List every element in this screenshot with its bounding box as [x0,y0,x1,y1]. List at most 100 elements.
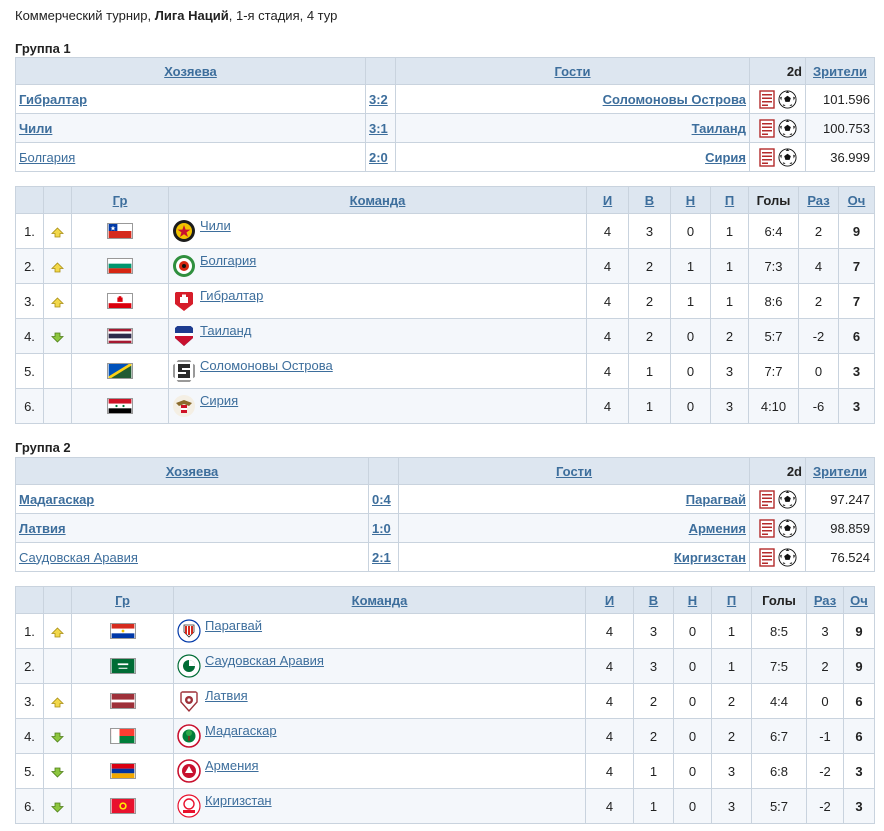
match-row: Гибралтар 3:2 Соломоновы Острова 101.596 [15,84,875,114]
won-header[interactable]: В [628,186,671,214]
team-cell: Киргизстан [173,788,586,824]
diff-header[interactable]: Раз [806,586,844,614]
standings-header: Гр Команда И В Н П Голы Раз Оч [15,586,875,614]
goals-value: 7:7 [748,353,799,389]
team-link[interactable]: Киргизстан [205,792,272,808]
match-ball-icon[interactable] [777,147,797,167]
won-value: 2 [628,283,671,319]
goals-value: 8:6 [748,283,799,319]
match-report-icon[interactable] [758,547,775,567]
group-2-matches-table: Хозяева Гости 2d Зрители Мадагаскар 0:4 … [15,457,875,572]
flag-gibraltar-icon [107,293,133,310]
points-header[interactable]: Оч [843,586,875,614]
match-report-icon[interactable] [758,118,775,138]
team-cell: Таиланд [168,318,587,354]
qualify-down-icon [51,767,64,778]
home-team[interactable]: Болгария [15,142,366,172]
match-score[interactable]: 2:1 [368,542,399,572]
match-row: Латвия 1:0 Армения 98.859 [15,513,875,543]
diff-header[interactable]: Раз [798,186,839,214]
match-ball-icon[interactable] [777,489,797,509]
team-link[interactable]: Мадагаскар [205,722,277,738]
team-link[interactable]: Сирия [200,392,239,408]
team-header[interactable]: Команда [168,186,587,214]
away-team[interactable]: Таиланд [395,113,750,143]
goals-value: 5:7 [748,318,799,354]
diff-value: -2 [806,753,844,789]
away-team[interactable]: Киргизстан [398,542,750,572]
away-header[interactable]: Гости [398,457,750,485]
diff-value: 2 [806,648,844,684]
team-link[interactable]: Саудовская Аравия [205,652,324,668]
match-ball-icon[interactable] [777,518,797,538]
drawn-header[interactable]: Н [670,186,711,214]
drawn-header[interactable]: Н [673,586,712,614]
qualify-up-icon [51,696,64,707]
home-header[interactable]: Хозяева [15,57,366,85]
lost-header[interactable]: П [711,586,752,614]
attendance-header[interactable]: Зрители [805,57,875,85]
position: 1. [15,613,44,649]
team-link[interactable]: Таиланд [200,322,252,338]
won-header[interactable]: В [633,586,674,614]
team-link[interactable]: Болгария [200,252,257,268]
group-header[interactable]: Гр [71,586,174,614]
group-header[interactable]: Гр [71,186,169,214]
home-team[interactable]: Саудовская Аравия [15,542,369,572]
match-report-icon[interactable] [758,489,775,509]
team-link[interactable]: Чили [200,217,231,233]
flag-armenia-icon [109,763,136,780]
goals-value: 8:5 [751,613,807,649]
table-row: 3. Латвия 4 2 0 2 4:4 0 6 [15,683,875,719]
home-team[interactable]: Мадагаскар [15,484,369,514]
points-value: 7 [838,248,875,284]
flag-paraguay-icon [109,623,136,640]
team-crest-latvia-icon [180,691,198,713]
away-header[interactable]: Гости [395,57,750,85]
diff-value: 3 [806,613,844,649]
team-link[interactable]: Армения [205,757,259,773]
points-value: 3 [843,753,875,789]
match-score[interactable]: 0:4 [368,484,399,514]
position: 5. [15,753,44,789]
goals-header: Голы [748,186,799,214]
team-crest-solomon-islands-icon [173,360,195,382]
played-value: 4 [586,213,629,249]
away-team[interactable]: Сирия [395,142,750,172]
team-link[interactable]: Латвия [205,687,248,703]
match-report-icon[interactable] [758,518,775,538]
match-report-icon[interactable] [758,147,775,167]
played-header[interactable]: И [585,586,634,614]
team-crest-saudi-arabia-icon [177,654,201,678]
match-score[interactable]: 1:0 [368,513,399,543]
team-link[interactable]: Гибралтар [200,287,264,303]
team-crest-armenia-icon [177,759,201,783]
attendance-header[interactable]: Зрители [805,457,875,485]
away-team[interactable]: Парагвай [398,484,750,514]
lost-value: 3 [711,753,752,789]
match-score[interactable]: 3:1 [365,113,396,143]
team-header[interactable]: Команда [173,586,586,614]
team-link[interactable]: Соломоновы Острова [200,357,333,373]
match-ball-icon[interactable] [777,547,797,567]
match-score[interactable]: 3:2 [365,84,396,114]
home-team[interactable]: Гибралтар [15,84,366,114]
attendance-value: 76.524 [805,542,875,572]
points-value: 9 [843,648,875,684]
team-link[interactable]: Парагвай [205,617,263,633]
team-cell: Чили [168,213,587,249]
played-header[interactable]: И [586,186,629,214]
away-team[interactable]: Армения [398,513,750,543]
home-team[interactable]: Чили [15,113,366,143]
home-team[interactable]: Латвия [15,513,369,543]
points-header[interactable]: Оч [838,186,875,214]
match-report-icon[interactable] [758,89,775,109]
qualify-up-icon [51,296,64,307]
match-ball-icon[interactable] [777,118,797,138]
match-ball-icon[interactable] [777,89,797,109]
home-header[interactable]: Хозяева [15,457,369,485]
match-score[interactable]: 2:0 [365,142,396,172]
lost-header[interactable]: П [710,186,749,214]
away-team[interactable]: Соломоновы Острова [395,84,750,114]
won-value: 3 [633,648,674,684]
